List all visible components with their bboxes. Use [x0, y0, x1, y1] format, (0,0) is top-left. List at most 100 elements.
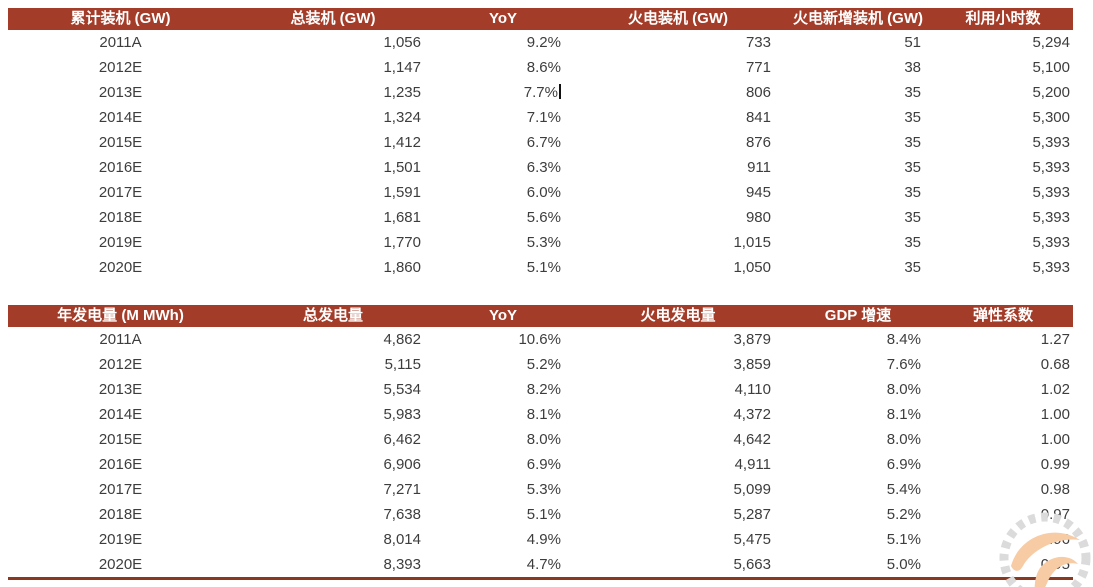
- value-cell: 0.99: [1040, 456, 1070, 473]
- value-cell: 6.9%: [526, 456, 561, 473]
- text-cursor: [559, 84, 561, 99]
- year-cell: 2013E: [98, 84, 143, 101]
- column-header: 年发电量 (M MWh): [8, 305, 233, 327]
- table-row: 2017E 7,271 5.3% 5,099 5.4% 0.98: [8, 477, 1073, 502]
- value-cell: 6.9%: [886, 456, 921, 473]
- year-cell: 2018E: [98, 209, 143, 226]
- value-cell: 5,115: [384, 356, 421, 373]
- year-cell: 2019E: [98, 531, 143, 548]
- value-cell: 1,050: [733, 259, 771, 276]
- value-cell: 38: [904, 59, 921, 76]
- value-cell: 10.6%: [518, 331, 561, 348]
- year-cell: 2011A: [99, 331, 142, 348]
- column-header: 总装机 (GW): [233, 8, 433, 30]
- value-cell: 35: [904, 209, 921, 226]
- year-cell: 2020E: [98, 556, 143, 573]
- table-row: 2019E 8,014 4.9% 5,475 5.1% 0.96: [8, 527, 1073, 552]
- column-header: 总发电量: [233, 305, 433, 327]
- column-header: 火电装机 (GW): [573, 8, 783, 30]
- value-cell: 4,372: [733, 406, 771, 423]
- value-cell: 1,015: [733, 234, 771, 251]
- value-cell: 4,911: [734, 456, 771, 473]
- value-cell: 35: [904, 234, 921, 251]
- value-cell: 35: [904, 134, 921, 151]
- year-cell: 2015E: [98, 134, 143, 151]
- column-header: YoY: [433, 305, 573, 327]
- column-header: 弹性系数: [933, 305, 1073, 327]
- value-cell: 5,534: [383, 381, 421, 398]
- table-row: 2011A 4,862 10.6% 3,879 8.4% 1.27: [8, 327, 1073, 352]
- value-cell: 8.0%: [526, 431, 561, 448]
- column-header: YoY: [433, 8, 573, 30]
- value-cell: 35: [904, 159, 921, 176]
- value-cell: 4,862: [383, 331, 421, 348]
- column-header: 火电新增装机 (GW): [783, 8, 933, 30]
- value-cell: 4.7%: [526, 556, 561, 573]
- value-cell: 35: [904, 259, 921, 276]
- value-cell: 876: [745, 134, 771, 151]
- year-cell: 2014E: [98, 109, 143, 126]
- value-cell: 6.7%: [526, 134, 561, 151]
- value-cell: 7.6%: [886, 356, 921, 373]
- value-cell: 8,014: [383, 531, 421, 548]
- value-cell: 8,393: [383, 556, 421, 573]
- table-row: 2018E 1,681 5.6% 980 35 5,393: [8, 205, 1073, 230]
- table-row: 2015E 6,462 8.0% 4,642 8.0% 1.00: [8, 427, 1073, 452]
- table-row: 2020E 1,860 5.1% 1,050 35 5,393: [8, 255, 1073, 280]
- value-cell: 5,393: [1032, 234, 1070, 251]
- value-cell: 771: [745, 59, 771, 76]
- year-cell: 2015E: [98, 431, 143, 448]
- table-row: 2019E 1,770 5.3% 1,015 35 5,393: [8, 230, 1073, 255]
- value-cell: 8.6%: [526, 59, 561, 76]
- value-cell: 8.4%: [886, 331, 921, 348]
- value-cell: 5.1%: [886, 531, 921, 548]
- year-cell: 2018E: [98, 506, 143, 523]
- value-cell: 1,770: [383, 234, 421, 251]
- table-row: 2018E 7,638 5.1% 5,287 5.2% 0.97: [8, 502, 1073, 527]
- value-cell: 5,475: [733, 531, 771, 548]
- table-head: 年发电量 (M MWh) 总发电量 YoY 火电发电量 GDP 增速 弹性系数: [8, 305, 1073, 327]
- value-cell: 0.96: [1040, 531, 1070, 548]
- value-cell: 0.68: [1040, 356, 1070, 373]
- year-cell: 2012E: [98, 356, 143, 373]
- value-cell: 35: [904, 184, 921, 201]
- value-cell: 1,147: [383, 59, 421, 76]
- value-cell: 5,100: [1032, 59, 1070, 76]
- table-row: 2013E 5,534 8.2% 4,110 8.0% 1.02: [8, 377, 1073, 402]
- table-row: 2016E 1,501 6.3% 911 35 5,393: [8, 155, 1073, 180]
- value-cell: 5,393: [1032, 209, 1070, 226]
- value-cell: 5.1%: [526, 259, 561, 276]
- column-header: 累计装机 (GW): [8, 8, 233, 30]
- table-row: 2015E 1,412 6.7% 876 35 5,393: [8, 130, 1073, 155]
- value-cell: 1,235: [383, 84, 421, 101]
- year-cell: 2020E: [98, 259, 143, 276]
- table-row: 2020E 8,393 4.7% 5,663 5.0% 0.95: [8, 552, 1073, 577]
- value-cell: 1,324: [383, 109, 421, 126]
- year-cell: 2014E: [98, 406, 143, 423]
- value-cell: 5,393: [1032, 184, 1070, 201]
- value-cell: 8.2%: [526, 381, 561, 398]
- table-row: 2012E 5,115 5.2% 3,859 7.6% 0.68: [8, 352, 1073, 377]
- table-row: 2016E 6,906 6.9% 4,911 6.9% 0.99: [8, 452, 1073, 477]
- value-cell: 7,271: [383, 481, 421, 498]
- value-cell: 841: [745, 109, 771, 126]
- value-cell: 806: [745, 84, 771, 101]
- value-cell: 5.4%: [886, 481, 921, 498]
- installed-capacity-table: 累计装机 (GW) 总装机 (GW) YoY 火电装机 (GW) 火电新增装机 (GW)…: [8, 8, 1073, 280]
- table-head: 累计装机 (GW) 总装机 (GW) YoY 火电装机 (GW) 火电新增装机 (GW)…: [8, 8, 1073, 30]
- year-cell: 2017E: [98, 184, 143, 201]
- year-cell: 2019E: [98, 234, 143, 251]
- value-cell: 3,859: [733, 356, 771, 373]
- value-cell: 5,393: [1032, 159, 1070, 176]
- value-cell: 1,412: [383, 134, 421, 151]
- value-cell: 6.0%: [526, 184, 561, 201]
- value-cell: 51: [904, 34, 921, 51]
- value-cell: 8.1%: [526, 406, 561, 423]
- value-cell: 5,393: [1032, 134, 1070, 151]
- table-row: 2017E 1,591 6.0% 945 35 5,393: [8, 180, 1073, 205]
- value-cell: 1,591: [383, 184, 421, 201]
- value-cell: 35: [904, 109, 921, 126]
- value-cell: 35: [904, 84, 921, 101]
- value-cell: 5.3%: [526, 234, 561, 251]
